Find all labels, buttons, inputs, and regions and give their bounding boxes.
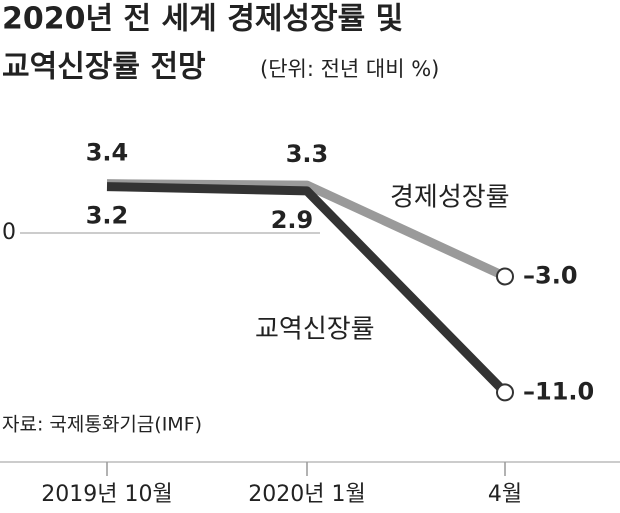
x-tick-label: 2020년 1월: [248, 482, 365, 507]
data-label: 3.2: [86, 202, 129, 230]
data-label: –11.0: [523, 377, 594, 405]
x-tick-label: 2019년 10월: [41, 482, 172, 507]
x-tick-label: 4월: [488, 482, 522, 507]
point-marker: [496, 267, 514, 286]
data-label: 2.9: [271, 206, 314, 234]
data-label: –3.0: [523, 261, 578, 289]
y-tick-label: 0: [2, 220, 16, 245]
series-label: 교역신장률: [255, 315, 375, 345]
series-line: [106, 182, 509, 396]
point-marker: [496, 383, 514, 402]
unit-note: (단위: 전년 대비 %): [260, 57, 439, 81]
data-label: 3.4: [86, 139, 129, 167]
chart-title: 교역신장률 전망: [2, 50, 206, 85]
series-label: 경제성장률: [390, 183, 510, 213]
chart-title: 2020년 전 세계 경제성장률 및: [2, 2, 403, 37]
data-label: 3.3: [286, 140, 329, 168]
source: 자료: 국제통화기금(IMF): [2, 414, 202, 436]
